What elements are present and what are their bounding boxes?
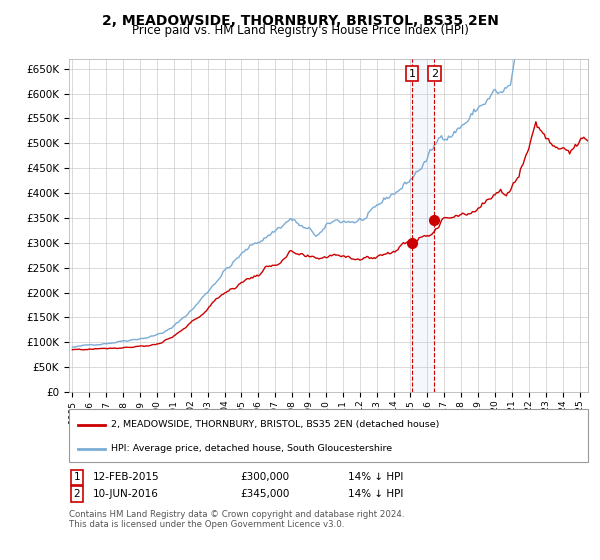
Text: £345,000: £345,000	[240, 489, 289, 499]
Text: Contains HM Land Registry data © Crown copyright and database right 2024.: Contains HM Land Registry data © Crown c…	[69, 510, 404, 519]
Text: 2: 2	[73, 489, 80, 499]
Text: This data is licensed under the Open Government Licence v3.0.: This data is licensed under the Open Gov…	[69, 520, 344, 529]
Text: 2, MEADOWSIDE, THORNBURY, BRISTOL, BS35 2EN: 2, MEADOWSIDE, THORNBURY, BRISTOL, BS35 …	[101, 14, 499, 28]
Text: 10-JUN-2016: 10-JUN-2016	[93, 489, 159, 499]
Text: 2: 2	[431, 69, 438, 79]
Text: Price paid vs. HM Land Registry's House Price Index (HPI): Price paid vs. HM Land Registry's House …	[131, 24, 469, 37]
Bar	[412, 59, 434, 392]
Text: 12-FEB-2015: 12-FEB-2015	[93, 472, 160, 482]
Text: 2, MEADOWSIDE, THORNBURY, BRISTOL, BS35 2EN (detached house): 2, MEADOWSIDE, THORNBURY, BRISTOL, BS35 …	[111, 420, 439, 430]
Text: 14% ↓ HPI: 14% ↓ HPI	[348, 489, 403, 499]
Text: HPI: Average price, detached house, South Gloucestershire: HPI: Average price, detached house, Sout…	[111, 444, 392, 453]
Text: 1: 1	[73, 472, 80, 482]
Text: 14% ↓ HPI: 14% ↓ HPI	[348, 472, 403, 482]
Text: 1: 1	[409, 69, 415, 79]
Text: £300,000: £300,000	[240, 472, 289, 482]
